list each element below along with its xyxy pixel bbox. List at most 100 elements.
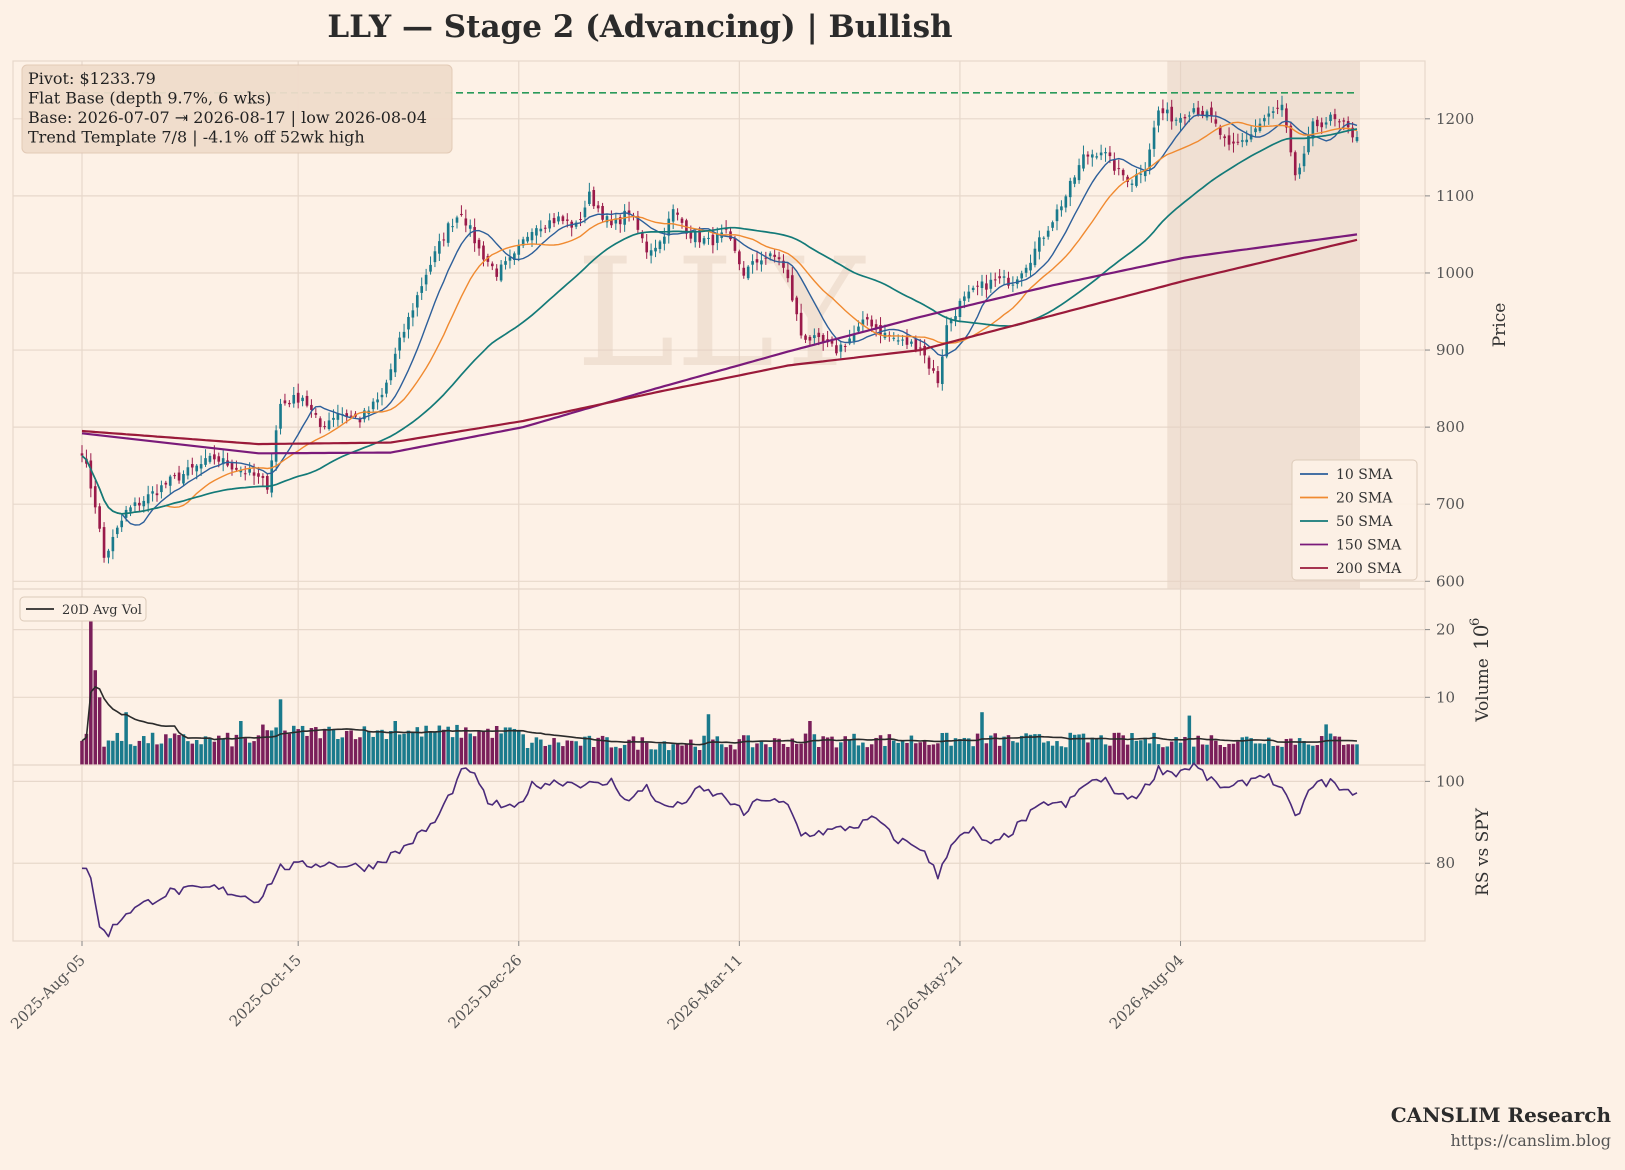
volume-bar (547, 744, 552, 765)
volume-bar (746, 735, 750, 765)
candle-body (1090, 154, 1094, 158)
volume-bar (1037, 734, 1042, 765)
candle-body (663, 236, 666, 244)
volume-bar (1072, 734, 1077, 765)
volume-bar (234, 734, 239, 765)
volume-bar (371, 736, 375, 765)
candle-body (1020, 273, 1024, 279)
volume-bar (834, 747, 839, 765)
volume-bar (415, 727, 420, 765)
volume-bar (331, 729, 336, 765)
volume-bar (1125, 744, 1130, 765)
volume-bar (918, 742, 922, 765)
volume-bar (587, 735, 592, 765)
candle-body (1210, 107, 1213, 116)
candle-body (371, 401, 375, 410)
volume-bar (1355, 744, 1359, 765)
candle-body (98, 506, 101, 529)
candle-body (1161, 108, 1165, 114)
volume-bar (1134, 740, 1139, 765)
candle-body (239, 470, 243, 473)
volume-bar (389, 730, 393, 765)
volume-bar (397, 734, 402, 765)
candle-body (424, 274, 428, 285)
volume-bar (922, 741, 927, 765)
price-y-ticks: 600 700 800 900 1000 1100 1200 (1425, 110, 1474, 590)
volume-bar (1121, 735, 1125, 765)
volume-bar (1147, 743, 1152, 765)
candle-body (830, 340, 834, 344)
volume-bar (309, 728, 314, 765)
sma50-line (81, 128, 1358, 515)
volume-bar (565, 740, 570, 765)
chart-title: LLY — Stage 2 (Advancing) | Bullish (327, 9, 952, 45)
candle-body (1324, 122, 1328, 125)
volume-bar (600, 735, 605, 765)
volume-bar (799, 743, 803, 765)
volume-bar (203, 736, 208, 765)
candle-body (1011, 284, 1015, 286)
candle-body (821, 335, 825, 343)
volume-bar (186, 741, 190, 765)
volume-bar (380, 729, 384, 765)
volume-bar (1042, 742, 1046, 765)
candle-body (949, 319, 953, 324)
candle-body (1174, 119, 1178, 121)
volume-bar (1006, 735, 1011, 765)
candle-body (1183, 116, 1187, 119)
candle-body (1007, 277, 1010, 286)
volume-bar (1258, 743, 1262, 765)
candle-body (918, 347, 922, 349)
legend-label: 200 SMA (1336, 561, 1402, 577)
candle-body (217, 456, 221, 462)
volume-bar (711, 739, 715, 765)
volume-bar (640, 737, 645, 765)
volume-bar (561, 746, 565, 765)
candle-body (1307, 135, 1310, 153)
candle-body (980, 281, 984, 288)
candle-body (1033, 248, 1037, 266)
candle-body (477, 239, 481, 249)
volume-bar (1090, 737, 1095, 765)
volume-bar (212, 741, 217, 765)
volume-bar (1267, 737, 1271, 765)
volume-bar (1231, 743, 1236, 765)
candle-body (349, 415, 353, 417)
candle-body (155, 493, 159, 496)
volume-bar (817, 747, 821, 765)
volume-bar (534, 737, 539, 765)
volume-tick-label: 10 (1436, 688, 1455, 706)
volume-bar (486, 728, 490, 765)
candle-body (1086, 154, 1090, 157)
candle-body (177, 472, 181, 481)
candle-body (1068, 180, 1072, 198)
volume-bar (539, 739, 543, 765)
volume-bar (1328, 733, 1333, 765)
volume-bar (424, 725, 428, 765)
volume-bar (1222, 747, 1227, 765)
volume-bar (494, 725, 499, 765)
candle-body (1046, 230, 1050, 237)
candle-body (596, 205, 600, 209)
candle-body (654, 247, 657, 252)
candle-body (1254, 128, 1257, 133)
rs-gridlines (13, 765, 1425, 941)
volume-bar (1174, 737, 1178, 765)
volume-bar (490, 737, 495, 765)
candle-body (318, 418, 322, 427)
volume-bar (993, 733, 997, 765)
volume-bar (649, 749, 653, 765)
candle-body (389, 369, 393, 381)
volume-bar (812, 734, 817, 765)
candle-body (495, 268, 499, 277)
volume-bar (199, 744, 203, 765)
volume-bar (1028, 734, 1033, 765)
volume-bar (706, 714, 711, 765)
candle-body (1315, 119, 1319, 127)
volume-bar (552, 738, 556, 765)
candle-body (1029, 262, 1032, 271)
x-tick-label: 2025-Aug-05 (7, 951, 89, 1033)
volume-bar (512, 728, 517, 765)
candle-body (1329, 114, 1332, 122)
candle-body (636, 215, 640, 230)
